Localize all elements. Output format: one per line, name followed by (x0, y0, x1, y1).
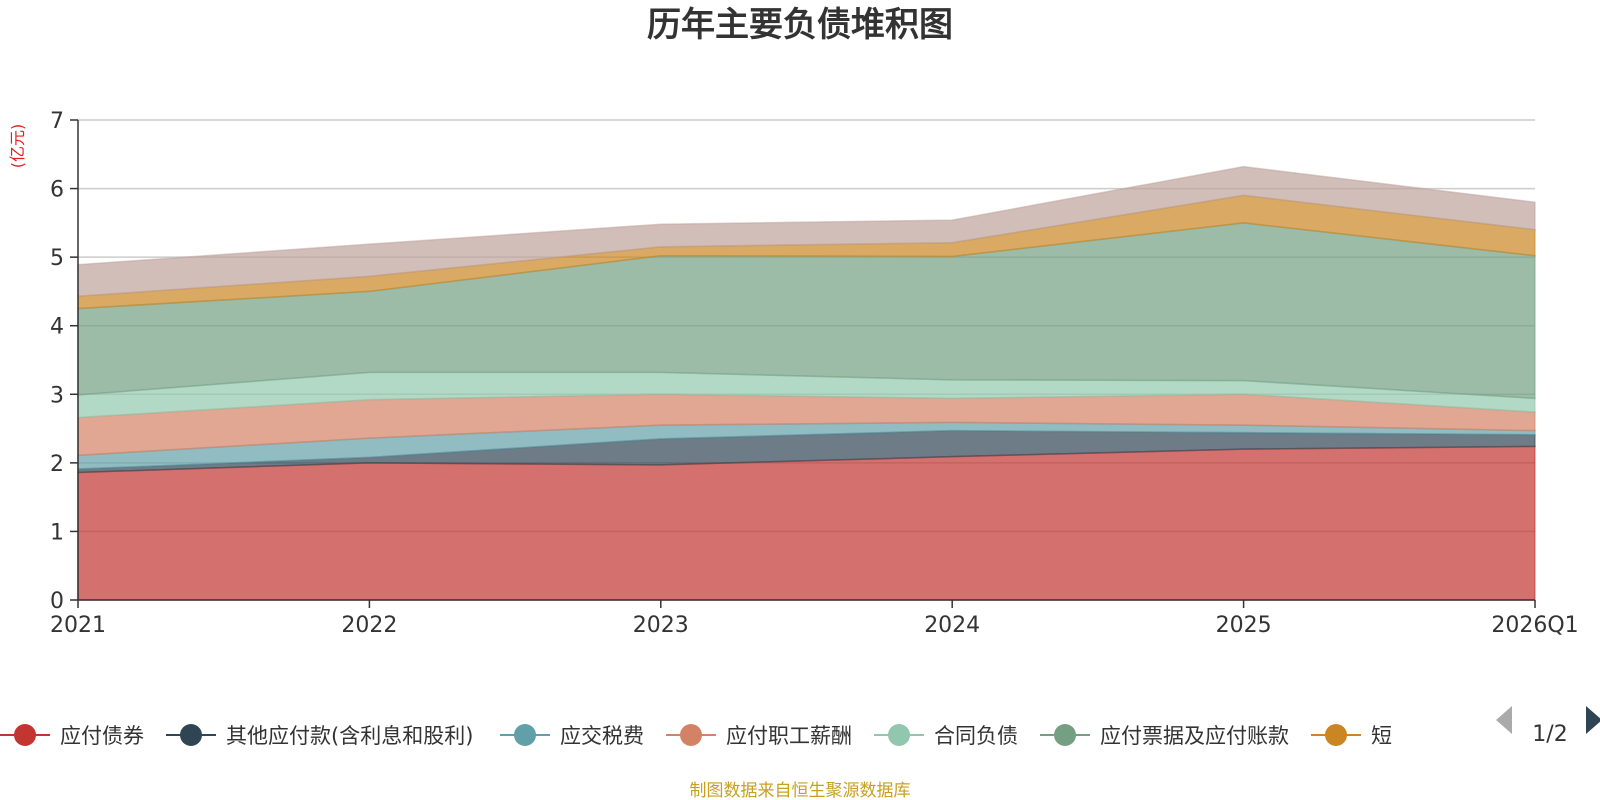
legend-item-label: 短 (1371, 724, 1392, 748)
y-tick-label: 5 (50, 246, 64, 271)
legend-marker-icon (888, 724, 910, 746)
y-tick-label: 1 (50, 520, 64, 545)
series-areas (77, 165, 1536, 601)
data-source-footer: 制图数据来自恒生聚源数据库 (690, 781, 911, 800)
x-tick-label: 2025 (1216, 613, 1272, 638)
x-tick-label: 2022 (341, 613, 397, 638)
y-tick-label: 0 (50, 589, 64, 614)
legend-marker-icon (680, 724, 702, 746)
legend-marker-icon (1054, 724, 1076, 746)
y-tick-label: 7 (50, 109, 64, 134)
legend-item-5[interactable]: 合同负债 (874, 724, 1018, 748)
x-tick-label: 2026Q1 (1491, 613, 1578, 638)
area-series-8[interactable] (77, 165, 1536, 298)
legend-item-label: 合同负债 (934, 724, 1018, 748)
area-series-1[interactable] (77, 445, 1536, 601)
legend-item-label: 应交税费 (560, 724, 644, 748)
legend-item-2[interactable]: 其他应付款(含利息和股利) (166, 724, 473, 748)
y-tick-label: 6 (50, 178, 64, 203)
legend-marker-icon (14, 724, 36, 746)
y-tick-label: 4 (50, 315, 64, 340)
x-tick-label: 2023 (633, 613, 689, 638)
legend-item-6[interactable]: 应付票据及应付账款 (1040, 724, 1289, 748)
legend-next-page-icon[interactable] (1586, 706, 1600, 734)
y-tick-label: 2 (50, 452, 64, 477)
legend-item-3[interactable]: 应交税费 (500, 724, 644, 748)
axes (77, 120, 1535, 601)
legend-pager: 1/2 (1496, 706, 1600, 747)
legend-item-label: 应付债券 (60, 724, 144, 748)
legend-item-label: 应付职工薪酬 (726, 724, 852, 748)
legend-marker-icon (180, 724, 202, 746)
x-tick-label: 2024 (924, 613, 980, 638)
legend-item-4[interactable]: 应付职工薪酬 (666, 724, 852, 748)
x-tick-label: 2021 (50, 613, 106, 638)
chart-title: 历年主要负债堆积图 (647, 5, 953, 45)
legend-item-1[interactable]: 应付债券 (0, 724, 144, 748)
legend-marker-icon (514, 724, 536, 746)
legend-item-label: 其他应付款(含利息和股利) (226, 724, 473, 748)
y-axis-unit-label: (亿元) (8, 124, 27, 169)
legend: 应付债券 其他应付款(含利息和股利) 应交税费 应付职工薪酬 合同负债 应付票据及应付账款… (0, 706, 1600, 748)
y-axis-ticks: 0 1 2 3 4 5 6 7 (50, 109, 78, 614)
legend-prev-page-icon[interactable] (1496, 706, 1512, 734)
legend-page-indicator: 1/2 (1532, 722, 1567, 747)
y-tick-label: 3 (50, 383, 64, 408)
x-axis-ticks: 2021 2022 2023 2024 2025 2026Q1 (50, 600, 1579, 638)
legend-item-7[interactable]: 短 (1311, 724, 1392, 748)
legend-item-label: 应付票据及应付账款 (1100, 724, 1289, 748)
legend-marker-icon (1325, 724, 1347, 746)
